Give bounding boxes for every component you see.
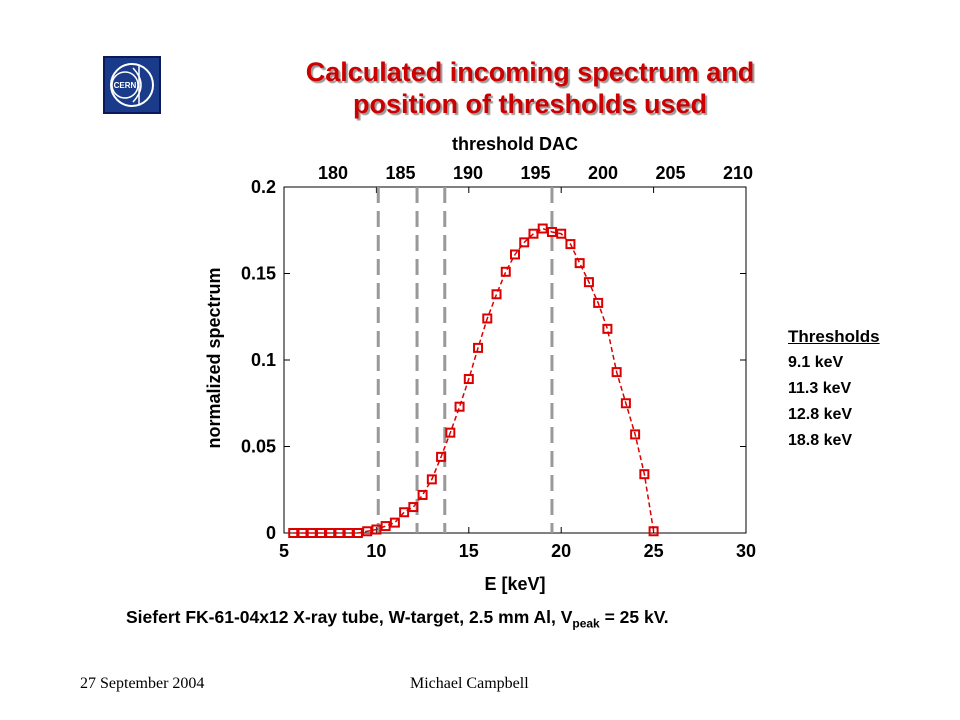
data-point (297, 528, 308, 538)
data-point (639, 469, 650, 480)
y-tick-label: 0.2 (251, 177, 276, 197)
data-point (352, 528, 363, 538)
data-point (371, 524, 382, 535)
top-tick-label: 195 (520, 163, 550, 183)
top-tick-label: 205 (655, 163, 685, 183)
data-point (602, 323, 613, 334)
data-point (463, 374, 474, 385)
threshold-item: 9.1 keV (788, 354, 844, 371)
caption-tail: = 25 kV. (599, 607, 669, 627)
thresholds-list: Thresholds 9.1 keV 11.3 keV 12.8 keV 18.… (788, 324, 880, 454)
data-point (325, 528, 336, 538)
top-tick-label: 180 (318, 163, 348, 183)
data-point (611, 367, 622, 378)
plot-layer: 5 10 15 20 25 30 0 0.05 0.1 0.15 0.2 180 185 190 195 20… (241, 163, 756, 561)
top-tick-label: 190 (453, 163, 483, 183)
data-point (574, 258, 585, 269)
data-point (436, 451, 447, 462)
x-axis-label: E [keV] (484, 574, 545, 594)
data-point (445, 427, 456, 438)
x-tick-label: 10 (366, 541, 386, 561)
caption-main: Siefert FK-61-04x12 X-ray tube, W-target… (126, 607, 573, 627)
top-tick-label: 200 (588, 163, 618, 183)
data-point (519, 237, 530, 248)
threshold-item: 18.8 keV (788, 432, 853, 449)
data-point (510, 249, 520, 260)
y-axis-label: normalized spectrum (204, 267, 224, 448)
x-tick-label: 25 (644, 541, 664, 561)
thresholds-heading: Thresholds (788, 327, 880, 346)
chart-caption: Siefert FK-61-04x12 X-ray tube, W-target… (126, 607, 669, 631)
caption-subscript: peak (572, 616, 600, 631)
data-point (593, 297, 604, 308)
x-tick-label: 5 (279, 541, 289, 561)
data-point (315, 528, 326, 538)
data-point (473, 342, 484, 353)
cern-logo: CERN (103, 56, 161, 114)
data-point (482, 313, 493, 324)
y-tick-label: 0.15 (241, 264, 276, 284)
x-tick-label: 30 (736, 541, 756, 561)
data-point (334, 528, 345, 538)
data-point (537, 223, 548, 234)
data-point (556, 228, 567, 239)
y-tick-label: 0 (266, 523, 276, 543)
data-point (399, 507, 410, 518)
top-tick-label: 210 (723, 163, 753, 183)
footer-date: 27 September 2004 (80, 675, 205, 692)
data-point (417, 489, 428, 500)
data-point (491, 289, 502, 300)
data-point (408, 502, 419, 513)
slide-title-line2: position of thresholds used (352, 89, 707, 119)
threshold-item: 11.3 keV (788, 380, 852, 397)
data-point (630, 429, 641, 440)
x-tick-label: 15 (459, 541, 479, 561)
top-tick-label: 185 (385, 163, 415, 183)
data-point (648, 526, 659, 537)
data-point (362, 526, 373, 537)
y-tick-label: 0.1 (251, 350, 276, 370)
cern-logo-text: CERN (114, 81, 137, 90)
data-point (380, 521, 391, 532)
data-point (565, 239, 576, 250)
data-point (620, 398, 631, 409)
data-point (306, 528, 317, 538)
plot-frame (283, 186, 747, 534)
footer-author: Michael Campbell (410, 675, 529, 692)
data-point (343, 528, 354, 538)
data-point (583, 277, 594, 288)
data-point (288, 528, 299, 538)
data-point (546, 226, 557, 237)
data-point (389, 517, 400, 528)
y-tick-label: 0.05 (241, 437, 276, 457)
slide-title-line1: Calculated incoming spectrum and (305, 57, 755, 87)
threshold-item: 12.8 keV (788, 406, 853, 423)
slide-title: Calculated incoming spectrum and positio… (250, 56, 810, 120)
data-point (528, 228, 539, 239)
top-axis-label: threshold DAC (452, 134, 578, 154)
x-tick-label: 20 (551, 541, 571, 561)
data-point (426, 474, 437, 485)
data-point (454, 401, 465, 412)
data-point (500, 266, 511, 277)
